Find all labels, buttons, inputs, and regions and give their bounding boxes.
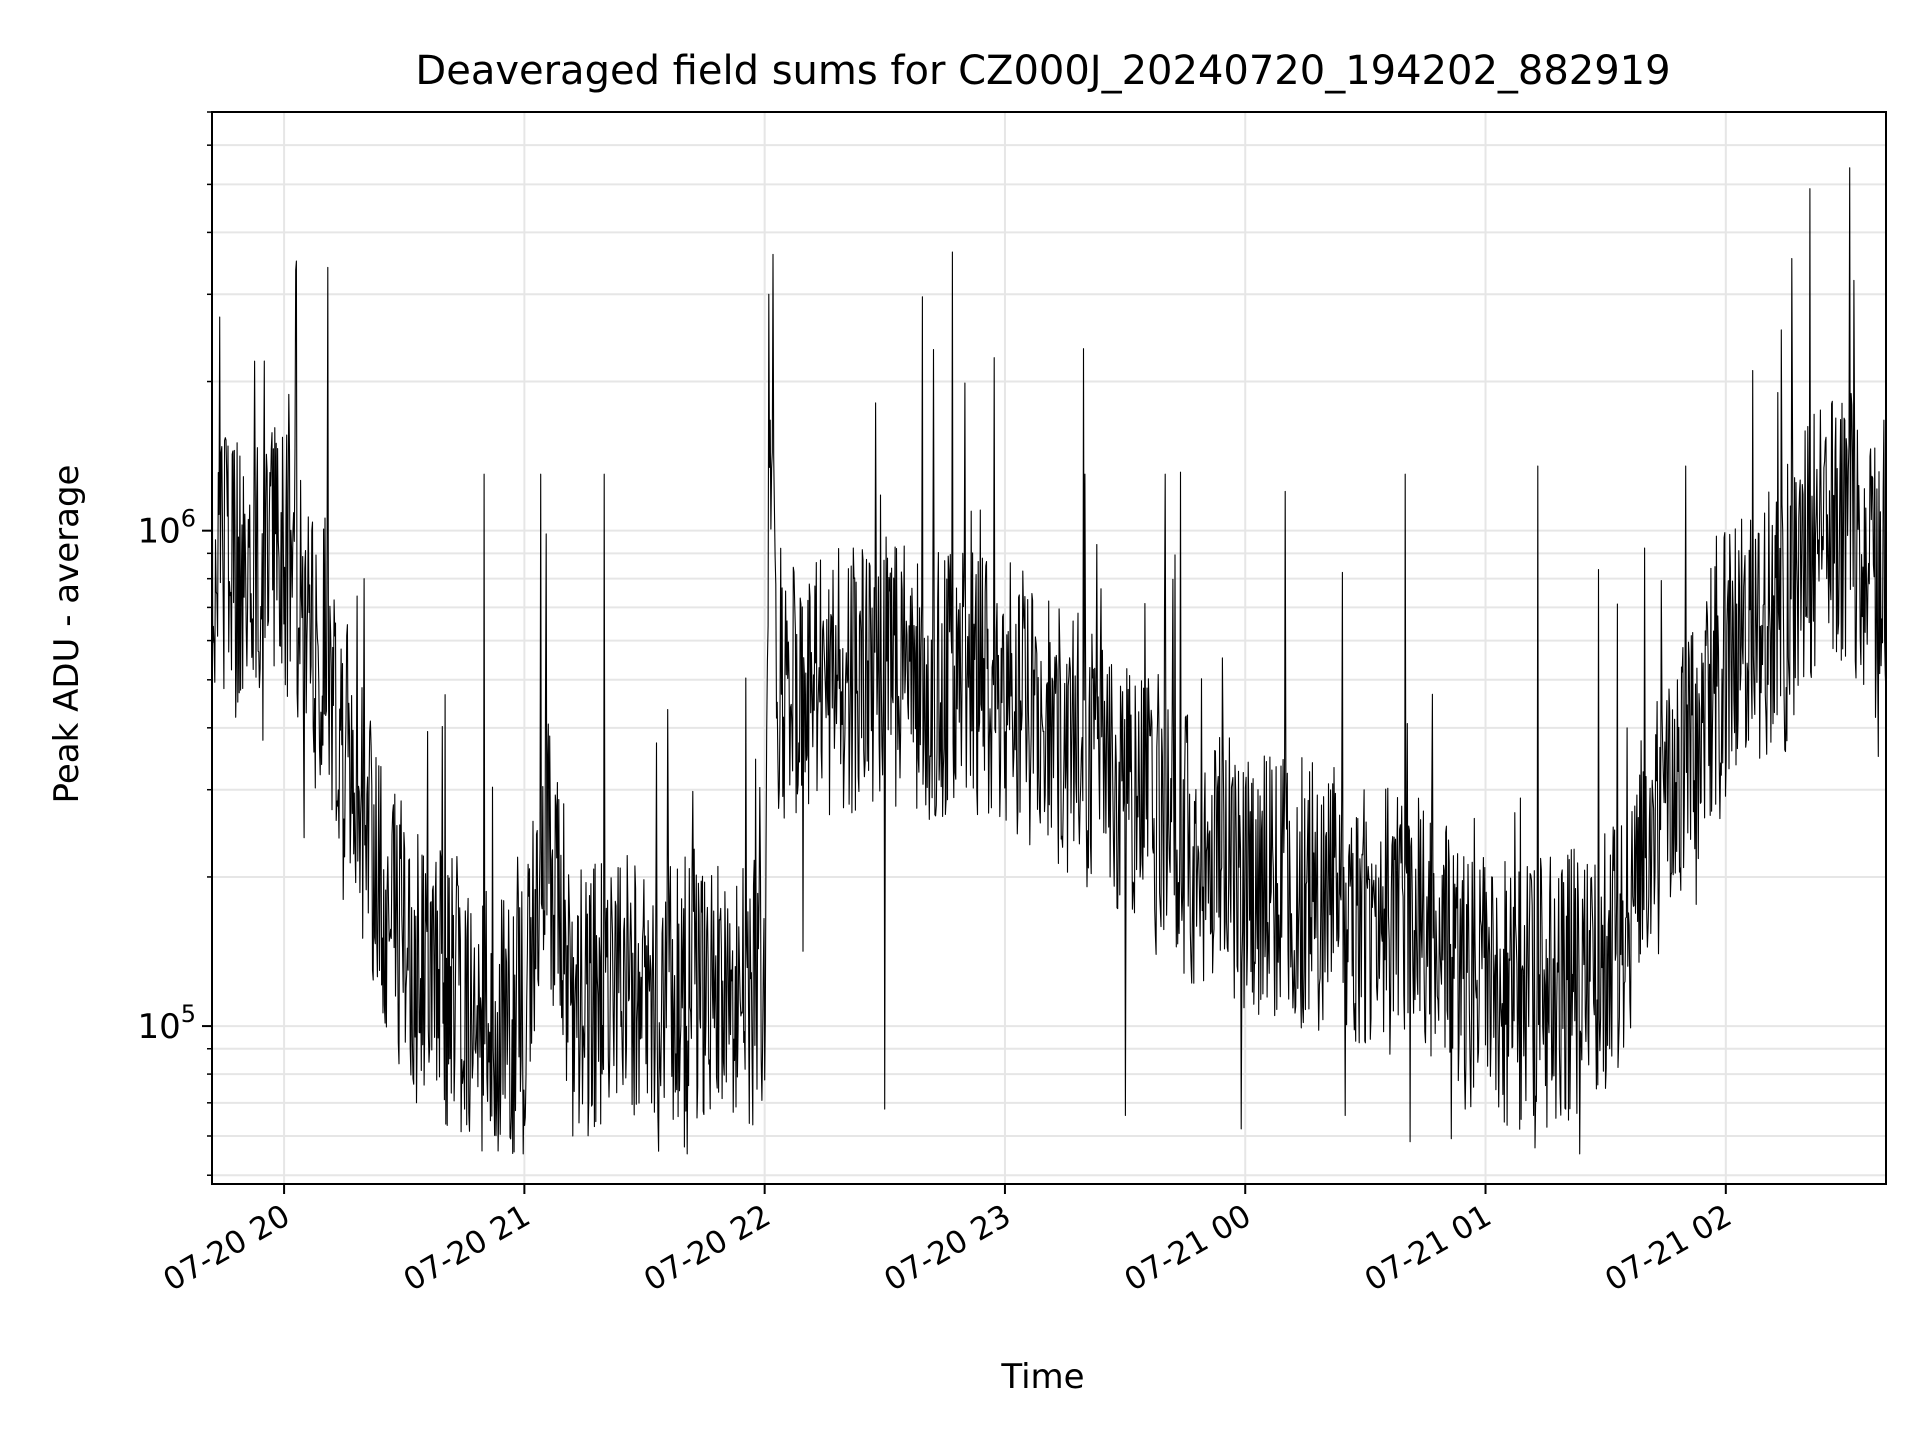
series-line [211,167,1887,1155]
y-tick-exponent: 5 [181,1000,196,1028]
x-tick-label: 07-21 01 [1359,1198,1498,1299]
y-minor-gridlines [212,111,1886,1177]
chart-title: Deaveraged field sums for CZ000J_2024072… [415,48,1670,94]
x-tick-label: 07-20 22 [638,1198,777,1299]
y-tick-label: 106 [137,505,196,552]
x-tick-label: 07-20 23 [878,1198,1017,1299]
x-axis-label: Time [1000,1357,1084,1397]
x-tick-label: 07-20 20 [157,1198,296,1299]
axis-ticks [202,111,1727,1194]
x-tick-labels: 07-20 20 07-20 21 07-20 22 07-20 23 07-21 00… [157,1198,1737,1299]
y-tick-base: 10 [137,1007,180,1047]
y-tick-exponent: 6 [181,505,196,533]
y-axis-label: Peak ADU - average [47,465,87,804]
x-tick-label: 07-21 02 [1599,1198,1738,1299]
y-tick-label: 105 [137,1000,196,1047]
x-gridlines [283,112,1727,1184]
x-tick-label: 07-21 00 [1119,1198,1258,1299]
x-tick-label: 07-20 21 [398,1198,537,1299]
series-path [211,167,1887,1155]
y-tick-base: 10 [137,512,180,552]
plot-frame [211,111,1887,1185]
